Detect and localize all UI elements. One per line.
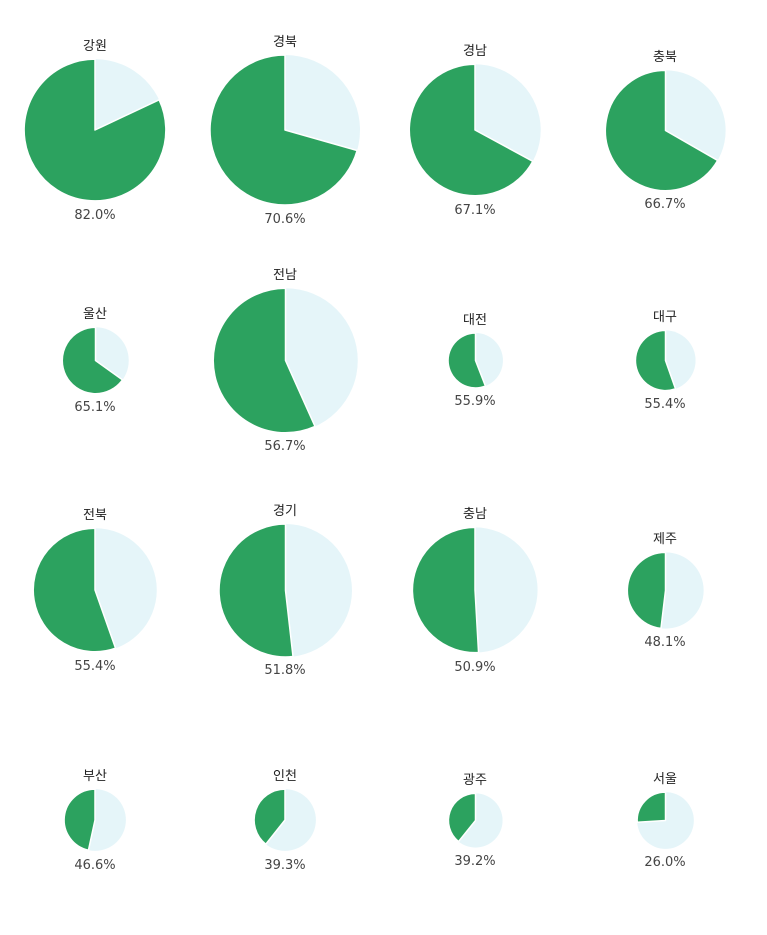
region-name: 충북 [653, 49, 677, 65]
region-pie [447, 792, 503, 848]
pie-value-slice [447, 792, 476, 842]
region-name: 경기 [273, 503, 297, 519]
region-percentage: 55.4% [644, 397, 686, 413]
region-name: 제주 [653, 531, 677, 547]
region-name: 경남 [463, 44, 487, 60]
region-percentage: 39.3% [264, 857, 306, 873]
pie-value-slice [635, 790, 666, 823]
region-pie [217, 522, 352, 658]
region-name: 인천 [273, 769, 297, 785]
region-name: 서울 [653, 771, 677, 787]
pie-value-slice [209, 54, 358, 206]
region-name: 강원 [83, 39, 107, 55]
region-percentage: 51.8% [264, 663, 306, 679]
region-pie [626, 551, 704, 629]
region-name: 전남 [273, 267, 297, 283]
pie-value-slice [408, 63, 534, 197]
region-pie [446, 331, 503, 389]
region-percentage: 70.6% [264, 212, 306, 227]
pie-value-slice [23, 58, 167, 202]
pie-value-slice [626, 551, 666, 629]
region-pie [635, 790, 694, 849]
pie-value-slice [446, 331, 486, 389]
region-name: 충남 [463, 507, 487, 523]
region-percentage: 50.9% [454, 659, 496, 675]
region-percentage: 56.7% [264, 439, 306, 455]
region-pie [253, 788, 316, 851]
region-pie [411, 526, 538, 654]
region-name: 전북 [83, 508, 107, 524]
pie-value-slice [212, 286, 316, 433]
region-pie [408, 63, 541, 197]
region-percentage: 82.0% [74, 207, 116, 223]
region-percentage: 55.9% [454, 394, 496, 410]
region-name: 대구 [653, 309, 677, 325]
pie-value-slice [32, 527, 117, 653]
pie-value-slice [253, 788, 286, 845]
region-pie [212, 286, 358, 433]
region-percentage: 67.1% [454, 202, 496, 218]
region-name: 광주 [463, 772, 487, 788]
pie-value-slice [634, 329, 676, 391]
region-percentage: 39.2% [454, 854, 496, 870]
region-percentage: 48.1% [644, 635, 686, 651]
region-pie [32, 527, 157, 653]
pie-value-slice [217, 522, 294, 658]
pie-value-slice [604, 69, 718, 191]
pie-value-slice [63, 788, 96, 851]
region-pie [63, 788, 126, 851]
region-pie [23, 58, 167, 202]
pie-value-slice [61, 326, 123, 394]
region-pie [61, 326, 129, 394]
region-pie [209, 54, 360, 206]
region-pie [634, 329, 696, 391]
region-name: 경북 [273, 35, 297, 50]
region-percentage: 66.7% [644, 197, 686, 213]
region-percentage: 55.4% [74, 658, 116, 674]
region-name: 부산 [83, 769, 107, 785]
region-name: 울산 [83, 306, 107, 322]
region-percentage: 26.0% [644, 855, 686, 871]
region-pie [604, 69, 726, 191]
region-percentage: 46.6% [74, 857, 116, 873]
pie-value-slice [411, 526, 480, 654]
region-name: 대전 [463, 312, 487, 328]
region-percentage: 65.1% [74, 400, 116, 416]
